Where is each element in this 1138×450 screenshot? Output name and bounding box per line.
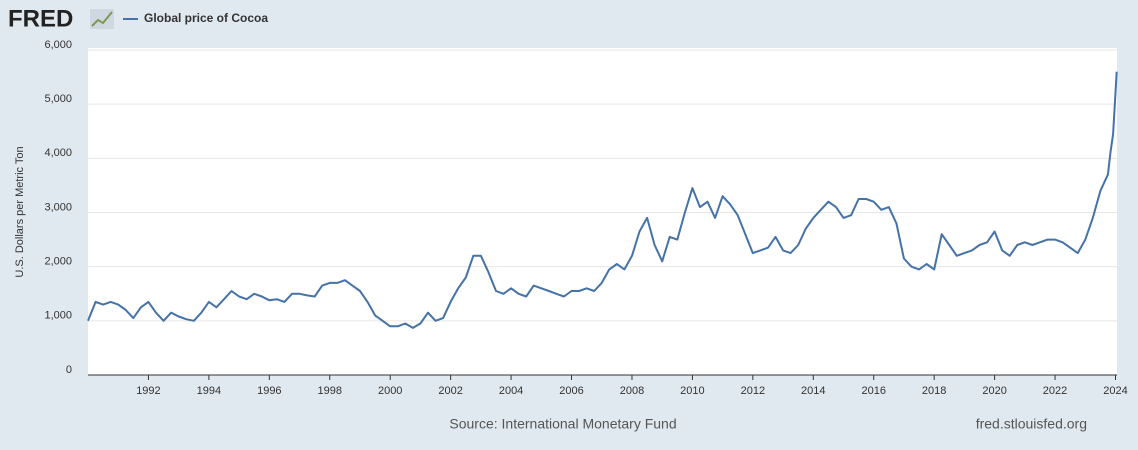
y-tick-label: 2,000 [44,256,72,268]
x-tick-label: 2022 [1043,385,1067,397]
data-line [87,71,1118,329]
x-tick-label: 2012 [741,385,765,397]
x-tick-label: 2014 [801,385,825,397]
y-tick-label: 1,000 [44,310,72,322]
y-axis-label: U.S. Dollars per Metric Ton [14,146,26,277]
x-tick-label: 2018 [922,385,946,397]
x-tick-label: 1996 [257,385,281,397]
x-tick-label: 2002 [438,385,462,397]
x-tick-label: 1994 [197,385,221,397]
x-tick-label: 1992 [136,385,160,397]
site: fred.stlouisfed.org [976,416,1087,432]
legend-label: Global price of Cocoa [144,11,268,25]
logo: FRED [8,5,73,32]
y-tick-label: 0 [66,364,72,376]
x-tick-label: 2020 [982,385,1006,397]
x-tick-label: 2006 [559,385,583,397]
x-tick-label: 1998 [318,385,342,397]
plot-area [88,48,1117,375]
y-tick-label: 6,000 [44,39,72,51]
x-tick-label: 2000 [378,385,402,397]
y-tick-label: 5,000 [44,93,72,105]
x-tick-label: 2004 [499,385,523,397]
x-tick-label: 2024 [1103,385,1127,397]
y-tick-label: 3,000 [44,201,72,213]
y-tick-label: 4,000 [44,147,72,159]
logo-icon [90,9,114,29]
source: Source: International Monetary Fund [449,416,676,432]
x-tick-label: 2016 [861,385,885,397]
x-tick-label: 2010 [680,385,704,397]
x-tick-label: 2008 [620,385,644,397]
logo-icon-line [91,11,113,27]
